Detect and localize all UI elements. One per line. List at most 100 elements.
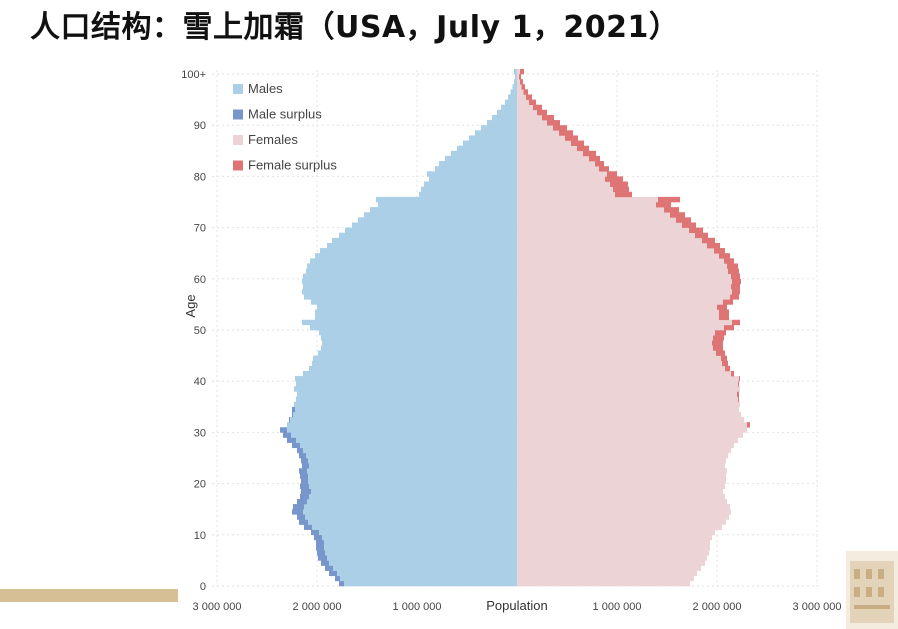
female-surplus-bar [739,376,740,382]
female-bar [517,130,559,136]
female-bar [517,79,520,85]
female-surplus-bar [519,74,521,80]
male-bar [451,150,517,157]
male-surplus-bar [297,498,307,505]
male-bar [312,524,517,530]
male-bar [324,545,517,551]
male-surplus-bar [297,514,305,520]
female-bar [517,125,553,131]
male-surplus-bar [311,529,319,536]
female-surplus-bar [716,350,725,356]
male-bar [315,253,517,259]
y-tick-label: 70 [194,223,206,235]
female-surplus-bar [732,289,740,295]
male-bar [340,575,517,582]
female-surplus-bar [737,391,739,397]
male-surplus-bar [292,442,300,449]
male-surplus-bar [329,570,337,577]
female-bar [517,212,670,218]
male-surplus-bar [292,509,303,515]
x-tick-label: 2 000 000 [693,601,742,613]
gold-accent-bar [0,589,178,602]
male-surplus-bar [300,483,309,490]
male-bar [319,330,517,336]
male-bar [327,242,517,249]
male-bar [332,237,517,244]
legend-swatch [233,160,243,171]
male-bar [439,161,517,167]
male-bar [287,427,517,433]
male-surplus-bar [293,504,304,510]
female-bar [517,468,727,474]
male-surplus-bar [316,545,324,551]
male-bar [310,324,517,331]
female-surplus-bar [719,309,729,315]
female-surplus-bar [702,237,715,244]
female-bar [517,304,717,310]
male-bar [308,478,517,484]
female-surplus-bar [571,140,584,146]
female-surplus-bar [717,304,727,310]
female-surplus-bar [599,166,609,172]
female-surplus-bar [533,104,542,111]
x-tick-label: 2 000 000 [293,601,342,613]
female-bar [517,273,731,280]
x-tick-label: 3 000 000 [793,601,842,613]
male-bar [321,335,517,341]
male-bar [510,89,517,95]
male-bar [419,191,517,198]
male-bar [303,283,517,290]
female-bar [517,401,740,408]
y-tick-label: 60 [194,274,206,286]
female-surplus-bar [731,283,740,290]
female-bar [517,222,682,228]
male-bar [304,504,517,510]
female-bar [517,202,656,208]
male-bar [297,391,517,397]
male-bar [290,417,517,423]
female-surplus-bar [577,145,589,152]
female-bar [517,314,719,321]
female-surplus-bar [727,263,738,269]
female-bar [517,350,716,356]
female-bar [517,68,520,75]
female-bar [517,171,607,177]
female-bar [517,278,732,285]
male-bar [429,176,517,182]
male-bar [308,473,517,479]
female-surplus-bar [542,114,554,121]
female-surplus-bar [722,360,728,367]
male-bar [287,422,517,428]
y-axis-label: Age [183,294,198,317]
x-tick-label: 1 000 000 [393,601,442,613]
female-bar [517,294,730,300]
male-bar [300,442,517,449]
male-bar [303,370,517,377]
female-bar [517,237,702,244]
slide-title: 人口结构：雪上加霜（USA，July 1，2021） [30,10,680,45]
female-surplus-bar [723,299,733,305]
female-bar [517,504,730,510]
male-bar [320,248,517,254]
male-bar [296,381,517,387]
x-tick-label: 3 000 000 [193,601,242,613]
male-bar [315,314,517,321]
female-bar [517,524,722,530]
female-bar [517,145,577,152]
female-bar [517,150,583,157]
chart-legend: Males Male surplus Females Female surplus [233,81,337,173]
female-bar [517,191,615,198]
female-bar [517,406,739,413]
female-bar [517,299,723,305]
male-surplus-bar [280,427,287,433]
female-bar [517,166,599,172]
male-bar [487,120,517,126]
female-bar [517,207,664,213]
male-surplus-bar [297,447,303,454]
female-bar [517,140,571,146]
female-bar [517,227,689,234]
male-bar [337,570,517,577]
male-bar [302,289,517,295]
